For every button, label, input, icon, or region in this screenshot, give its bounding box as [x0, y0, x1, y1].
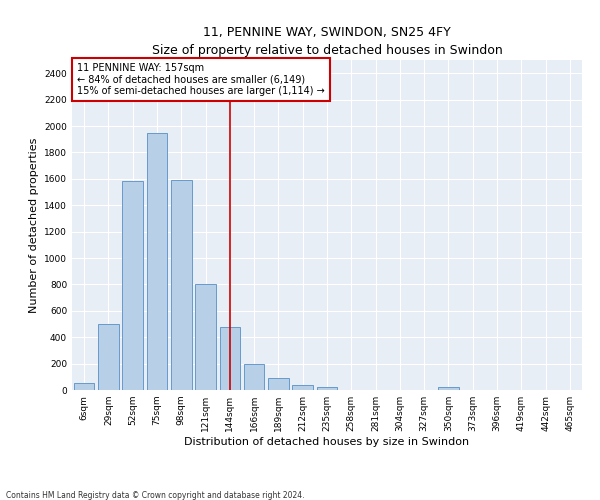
X-axis label: Distribution of detached houses by size in Swindon: Distribution of detached houses by size … — [184, 437, 470, 447]
Bar — [438, 386, 459, 390]
Title: 11, PENNINE WAY, SWINDON, SN25 4FY
Size of property relative to detached houses : 11, PENNINE WAY, SWINDON, SN25 4FY Size … — [152, 26, 502, 58]
Bar — [317, 386, 337, 390]
Bar — [98, 324, 119, 390]
Bar — [146, 132, 167, 390]
Bar — [220, 328, 240, 390]
Bar — [171, 180, 191, 390]
Y-axis label: Number of detached properties: Number of detached properties — [29, 138, 38, 312]
Text: 11 PENNINE WAY: 157sqm
← 84% of detached houses are smaller (6,149)
15% of semi-: 11 PENNINE WAY: 157sqm ← 84% of detached… — [77, 64, 325, 96]
Bar — [195, 284, 216, 390]
Bar — [74, 382, 94, 390]
Bar — [292, 386, 313, 390]
Bar — [244, 364, 265, 390]
Bar — [268, 378, 289, 390]
Bar — [122, 182, 143, 390]
Text: Contains HM Land Registry data © Crown copyright and database right 2024.: Contains HM Land Registry data © Crown c… — [6, 490, 305, 500]
